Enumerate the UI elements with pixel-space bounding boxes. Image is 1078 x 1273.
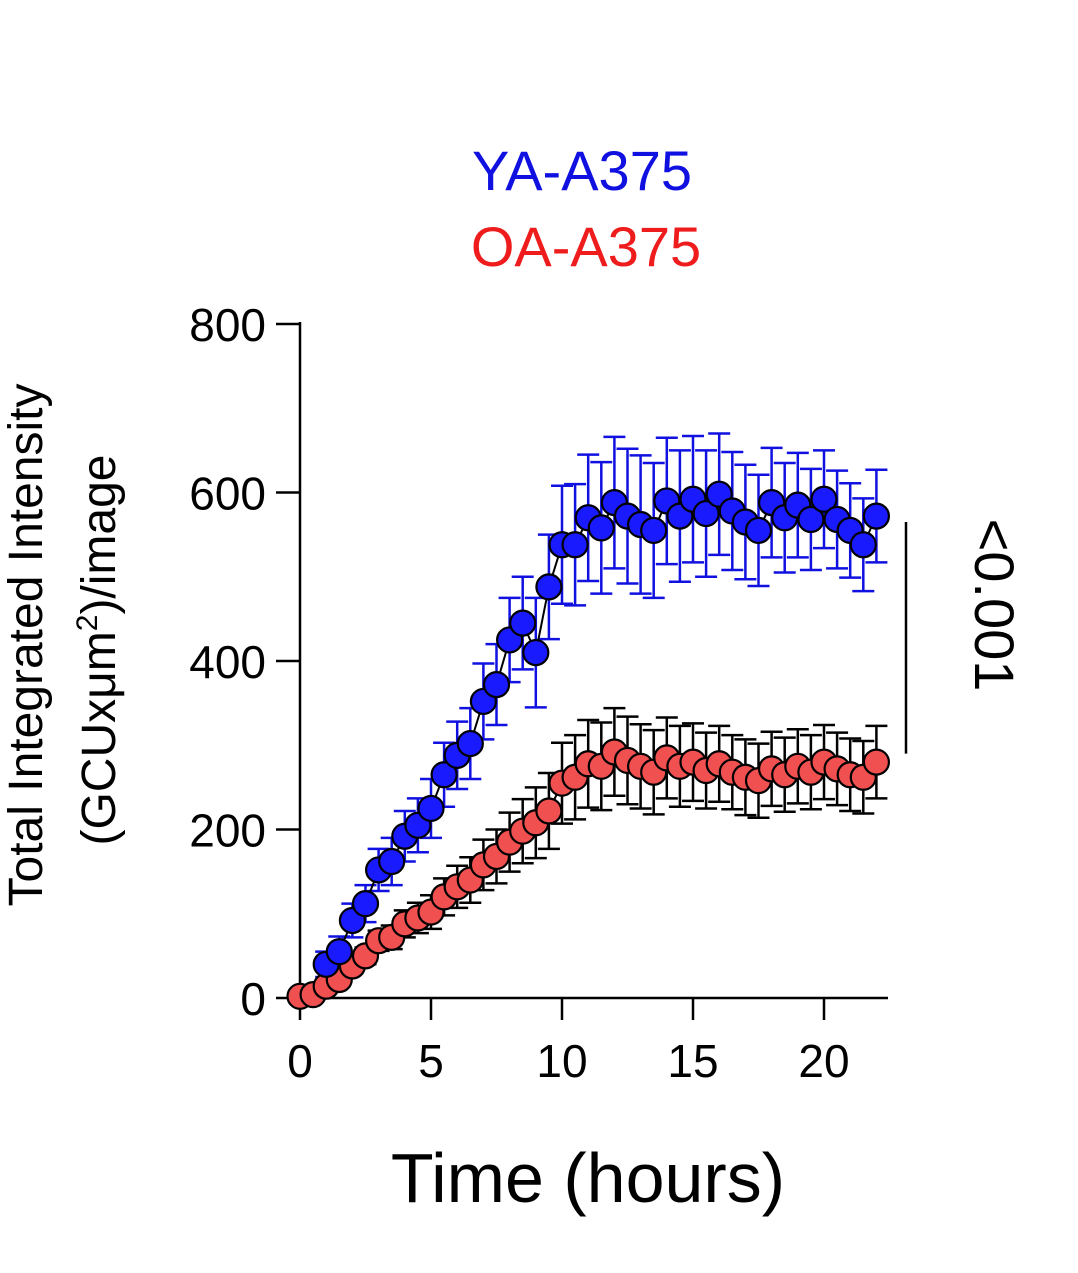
ya-a375-point xyxy=(351,890,380,918)
significance-label-group: <0.001 xyxy=(963,519,1026,692)
legend-ya-a375: YA-A375 xyxy=(472,139,692,202)
ya-a375-point xyxy=(561,531,589,559)
ya-a375-point xyxy=(587,514,615,542)
ya-a375-point xyxy=(744,516,773,545)
ya-a375-point xyxy=(692,499,720,528)
oa-a375-point xyxy=(535,797,563,825)
ya-a375-point xyxy=(430,761,458,789)
ya-a375-point xyxy=(509,609,537,637)
y-axis-label-line1: Total Integrated Intensity xyxy=(0,384,53,907)
y-tick-label: 800 xyxy=(189,299,266,351)
y-axis-label-post: )/image xyxy=(73,454,126,614)
y-axis-label-line2: (GCUxμm2)/image xyxy=(71,454,126,845)
oa-a375-series xyxy=(286,738,891,1010)
ya-a375-point xyxy=(640,516,668,545)
y-axis-label-2: (GCUxμm2)/image xyxy=(71,454,126,845)
ya-a375-point xyxy=(849,531,877,559)
legend-oa-a375: OA-A375 xyxy=(471,215,701,278)
y-axis-label: Total Integrated Intensity xyxy=(0,384,53,907)
y-tick-label: 400 xyxy=(189,636,266,688)
y-tick-label: 0 xyxy=(240,973,266,1025)
ya-a375-series xyxy=(312,480,891,978)
ya-a375-point xyxy=(417,794,445,823)
x-tick-label: 15 xyxy=(667,1035,718,1087)
oa-a375-point xyxy=(862,748,891,776)
y-tick-label: 200 xyxy=(189,805,266,857)
ya-a375-point xyxy=(862,502,891,530)
significance-label: <0.001 xyxy=(963,519,1026,692)
ya-a375-point xyxy=(797,505,825,534)
ya-a375-point xyxy=(482,670,511,699)
ya-a375-point xyxy=(325,938,353,966)
y-ticks: 0 200 400 600 800 xyxy=(189,299,300,1025)
x-ticks: 0 5 10 15 20 xyxy=(287,998,850,1087)
x-tick-label: 5 xyxy=(418,1035,444,1087)
y-axis-label-sup: 2 xyxy=(71,615,104,632)
y-axis-label-pre: (GCUxμm xyxy=(73,631,126,845)
x-tick-label: 20 xyxy=(798,1035,849,1087)
ya-a375-point xyxy=(810,485,838,513)
x-axis-label: Time (hours) xyxy=(391,1139,785,1217)
ya-a375-point xyxy=(535,573,563,601)
x-tick-label: 10 xyxy=(536,1035,587,1087)
x-tick-label: 0 xyxy=(287,1035,313,1087)
ya-a375-point xyxy=(522,638,550,667)
ya-a375-point xyxy=(378,847,406,876)
ya-a375-point xyxy=(456,729,484,758)
y-tick-label: 600 xyxy=(189,468,266,520)
